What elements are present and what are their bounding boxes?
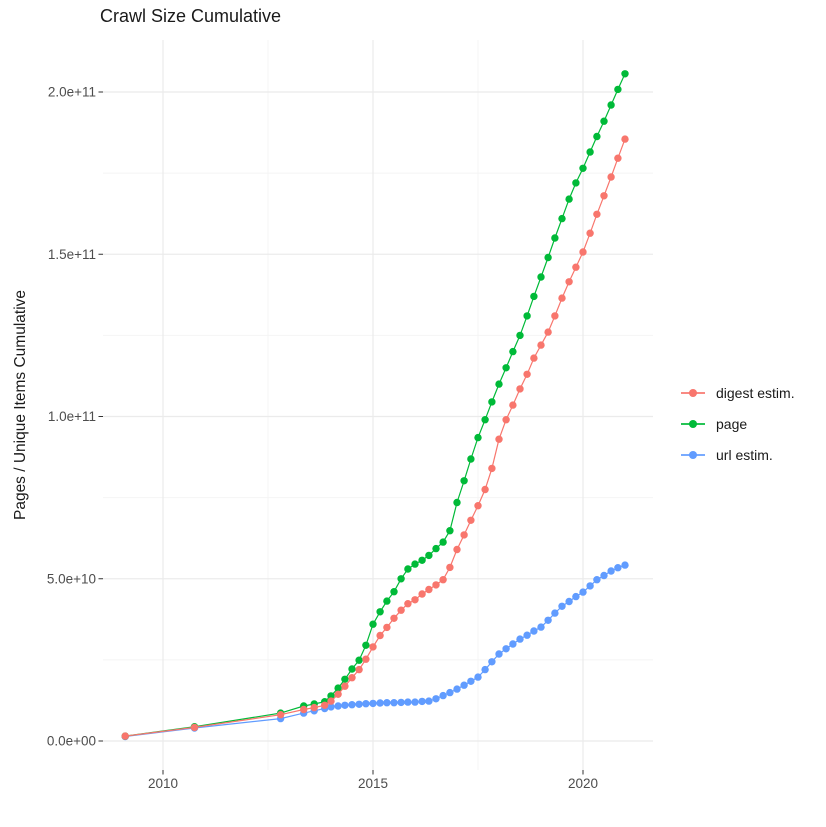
legend-label-digest-estim: digest estim.: [716, 384, 795, 401]
legend-item-page: page: [681, 408, 795, 439]
grid-major: [103, 40, 653, 770]
chart-title: Crawl Size Cumulative: [100, 6, 282, 26]
y-tick-label: 1.5e+11: [48, 247, 96, 262]
legend-key-page-icon: [681, 418, 705, 430]
y-tick-label: 5.0e+10: [47, 571, 96, 586]
y-axis-tick-labels: 0.0e+00 5.0e+10 1.0e+11 1.5e+11 2.0e+11: [47, 85, 96, 749]
grid-minor: [103, 40, 653, 770]
x-tick-label: 2010: [148, 776, 178, 791]
y-tick-label: 2.0e+11: [48, 85, 96, 100]
series-page: [121, 70, 629, 740]
x-tick-label: 2020: [568, 776, 598, 791]
legend-item-digest-estim: digest estim.: [681, 377, 795, 408]
axis-tick-marks: [98, 91, 584, 775]
legend-label-page: page: [716, 415, 748, 432]
legend-item-url-estim: url estim.: [681, 439, 795, 470]
series-url-estim: [121, 561, 629, 741]
y-tick-label: 0.0e+00: [47, 734, 96, 749]
legend-label-url-estim: url estim.: [716, 446, 773, 463]
y-tick-label: 1.0e+11: [48, 409, 96, 424]
x-axis-tick-labels: 2010 2015 2020: [148, 776, 598, 791]
legend-key-url-icon: [681, 449, 705, 461]
legend: digest estim. page url estim.: [681, 377, 795, 470]
series-digest-estim: [121, 135, 629, 740]
x-tick-label: 2015: [358, 776, 388, 791]
legend-key-digest-icon: [681, 387, 705, 399]
